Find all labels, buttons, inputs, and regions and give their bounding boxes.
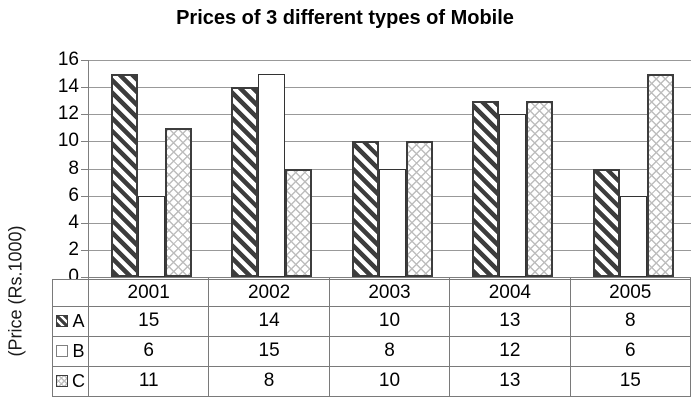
data-table-legend: 2001 2002 2003 2004 2005 A 15 14 10 13 8 B 6 15 8 12 6 C 1…: [52, 279, 691, 397]
bar-B-2001: [138, 195, 165, 277]
x-tick-mark: [690, 278, 691, 283]
year-header-2002: 2002: [208, 279, 330, 307]
y-tick-mark: [81, 141, 88, 143]
y-tick-mark: [81, 114, 88, 116]
table-row-series-A: A 15 14 10 13 8: [52, 306, 691, 337]
value-C-2003: 10: [328, 366, 451, 397]
y-tick-label: 12: [57, 103, 79, 125]
bar-C-2001: [165, 127, 192, 277]
year-header-2004: 2004: [449, 279, 571, 307]
value-C-2002: 8: [208, 366, 330, 397]
bar-A-2005: [592, 168, 620, 277]
y-tick-label: 16: [57, 49, 79, 70]
series-name-A: A: [72, 310, 85, 331]
y-tick-label: 8: [68, 157, 79, 179]
bar-C-2005: [646, 73, 674, 277]
bar-B-2005: [619, 195, 647, 277]
plot-area: [88, 60, 691, 278]
y-tick-mark: [81, 168, 88, 170]
y-tick-mark: [81, 60, 88, 61]
legend-cell-A: A: [52, 306, 89, 337]
table-year-row: 2001 2002 2003 2004 2005: [52, 279, 691, 307]
table-row-series-B: B 6 15 8 12 6: [52, 336, 691, 367]
y-tick-mark: [81, 87, 88, 89]
year-header-2005: 2005: [569, 279, 691, 307]
bar-group-2003: [330, 60, 450, 277]
bar-C-2003: [405, 141, 433, 277]
y-axis-label: (Price (Rs.1000): [5, 225, 26, 357]
y-tick-label: 2: [68, 238, 79, 260]
bar-A-2003: [351, 141, 379, 277]
value-A-2002: 14: [208, 306, 330, 337]
value-A-2003: 10: [328, 306, 451, 337]
value-B-2005: 6: [569, 336, 691, 367]
bar-group-2001: [89, 60, 209, 277]
y-tick-mark: [81, 222, 88, 224]
gridline-10: [89, 141, 691, 143]
gridline-16: [89, 60, 691, 61]
bar-A-2001: [111, 73, 138, 277]
table-corner-empty: [52, 279, 89, 307]
value-B-2003: 8: [328, 336, 451, 367]
bar-group-2004: [450, 60, 570, 277]
value-A-2004: 13: [449, 306, 571, 337]
y-tick-mark: [81, 249, 88, 251]
series-name-C: C: [72, 370, 85, 391]
y-tick-label: 14: [57, 76, 79, 98]
bar-A-2004: [472, 100, 500, 277]
value-C-2004: 13: [449, 366, 571, 397]
y-tick-label: 6: [68, 184, 79, 206]
value-A-2005: 8: [569, 306, 691, 337]
year-header-2001: 2001: [87, 279, 210, 307]
y-tick-mark: [81, 195, 88, 197]
table-row-series-C: C 11 8 10 13 15: [52, 366, 691, 397]
legend-cell-B: B: [52, 336, 89, 367]
bar-C-2004: [526, 100, 554, 277]
chart-title: Prices of 3 different types of Mobile: [176, 7, 514, 29]
bar-A-2002: [231, 87, 259, 277]
y-tick-label: 10: [57, 130, 79, 152]
value-A-2001: 15: [87, 306, 210, 337]
legend-cell-C: C: [52, 366, 89, 397]
year-header-2003: 2003: [328, 279, 451, 307]
gridline-12: [89, 114, 691, 116]
bar-group-2005: [571, 60, 691, 277]
y-tick-mark: [81, 277, 88, 278]
bar-group-2002: [209, 60, 329, 277]
legend-swatch-c-icon: [56, 375, 68, 388]
legend-swatch-b-icon: [56, 345, 69, 358]
value-C-2001: 11: [87, 366, 210, 397]
legend-swatch-a-icon: [56, 315, 69, 328]
value-B-2001: 6: [87, 336, 210, 367]
value-C-2005: 15: [569, 366, 691, 397]
bar-C-2002: [285, 168, 313, 277]
bar-B-2002: [258, 73, 286, 277]
bar-B-2004: [499, 114, 527, 277]
gridline-14: [89, 87, 691, 89]
series-name-B: B: [72, 340, 85, 361]
y-tick-label: 4: [68, 211, 79, 233]
bar-B-2003: [378, 168, 406, 277]
y-tick-label: 0: [68, 266, 79, 287]
value-B-2002: 15: [208, 336, 330, 367]
value-B-2004: 12: [449, 336, 571, 367]
